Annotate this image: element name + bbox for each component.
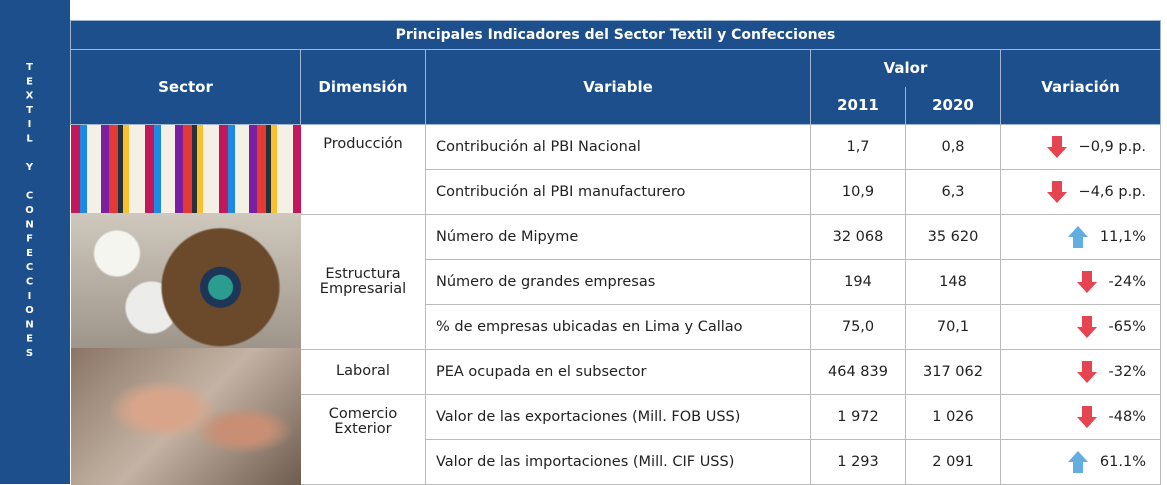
variation: −4,6 p.p. xyxy=(1001,170,1161,215)
variation-value: −4,6 p.p. xyxy=(1079,184,1146,200)
header-year: 2011 xyxy=(811,87,906,125)
header-sector: Sector xyxy=(71,50,301,125)
value-2011: 1 972 xyxy=(811,395,906,440)
value-2020: 317 062 xyxy=(906,350,1001,395)
variation: -65% xyxy=(1001,305,1161,350)
variation: 11,1% xyxy=(1001,215,1161,260)
header-year: 2020 xyxy=(906,87,1001,125)
variable: Valor de las importaciones (Mill. CIF US… xyxy=(426,440,811,485)
table-title: Principales Indicadores del Sector Texti… xyxy=(71,21,1161,50)
header-variacion: Variación xyxy=(1001,50,1161,125)
trend-arrow xyxy=(1047,136,1067,158)
variable: Valor de las exportaciones (Mill. FOB US… xyxy=(426,395,811,440)
header-dimension: Dimensión xyxy=(301,50,426,125)
header-variable: Variable xyxy=(426,50,811,125)
dimension: Comercio Exterior xyxy=(301,395,426,485)
value-2020: 35 620 xyxy=(906,215,1001,260)
value-2020: 6,3 xyxy=(906,170,1001,215)
dimension: Estructura Empresarial xyxy=(301,215,426,350)
variation-value: -32% xyxy=(1109,364,1146,380)
trend-arrow xyxy=(1068,226,1088,248)
value-2011: 464 839 xyxy=(811,350,906,395)
value-2020: 148 xyxy=(906,260,1001,305)
trend-arrow xyxy=(1077,316,1097,338)
textiles-photo xyxy=(71,125,301,213)
page: TEXTIL Y CONFECCIONES Principales Indica… xyxy=(0,0,1167,484)
value-2020: 1 026 xyxy=(906,395,1001,440)
value-2020: 70,1 xyxy=(906,305,1001,350)
variable: Contribución al PBI manufacturero xyxy=(426,170,811,215)
trend-arrow xyxy=(1077,406,1097,428)
variation-value: -65% xyxy=(1109,319,1146,335)
variation: -48% xyxy=(1001,395,1161,440)
value-2011: 32 068 xyxy=(811,215,906,260)
variation-value: −0,9 p.p. xyxy=(1079,139,1146,155)
variation-value: -48% xyxy=(1109,409,1146,425)
variable: PEA ocupada en el subsector xyxy=(426,350,811,395)
header-valor: Valor xyxy=(811,50,1001,87)
variation: −0,9 p.p. xyxy=(1001,125,1161,170)
value-2020: 2 091 xyxy=(906,440,1001,485)
value-2011: 10,9 xyxy=(811,170,906,215)
dimension: Producción xyxy=(301,125,426,215)
variation-value: 61.1% xyxy=(1100,454,1146,470)
value-2020: 0,8 xyxy=(906,125,1001,170)
trend-arrow xyxy=(1068,451,1088,473)
variation-value: 11,1% xyxy=(1100,229,1146,245)
cotton-photo xyxy=(71,213,301,348)
variable: Número de grandes empresas xyxy=(426,260,811,305)
trend-arrow xyxy=(1077,361,1097,383)
hands-photo xyxy=(71,348,301,485)
variation: -32% xyxy=(1001,350,1161,395)
side-label: TEXTIL Y CONFECCIONES xyxy=(24,62,35,362)
trend-arrow xyxy=(1047,181,1067,203)
variation: 61.1% xyxy=(1001,440,1161,485)
indicators-table: Principales Indicadores del Sector Texti… xyxy=(70,20,1161,485)
sector-images xyxy=(71,125,301,485)
value-2011: 1 293 xyxy=(811,440,906,485)
value-2011: 194 xyxy=(811,260,906,305)
side-band: TEXTIL Y CONFECCIONES xyxy=(0,0,70,484)
value-2011: 1,7 xyxy=(811,125,906,170)
dimension: Laboral xyxy=(301,350,426,395)
value-2011: 75,0 xyxy=(811,305,906,350)
variation-value: -24% xyxy=(1109,274,1146,290)
variable: Contribución al PBI Nacional xyxy=(426,125,811,170)
variable: Número de Mipyme xyxy=(426,215,811,260)
variation: -24% xyxy=(1001,260,1161,305)
trend-arrow xyxy=(1077,271,1097,293)
variable: % de empresas ubicadas en Lima y Callao xyxy=(426,305,811,350)
